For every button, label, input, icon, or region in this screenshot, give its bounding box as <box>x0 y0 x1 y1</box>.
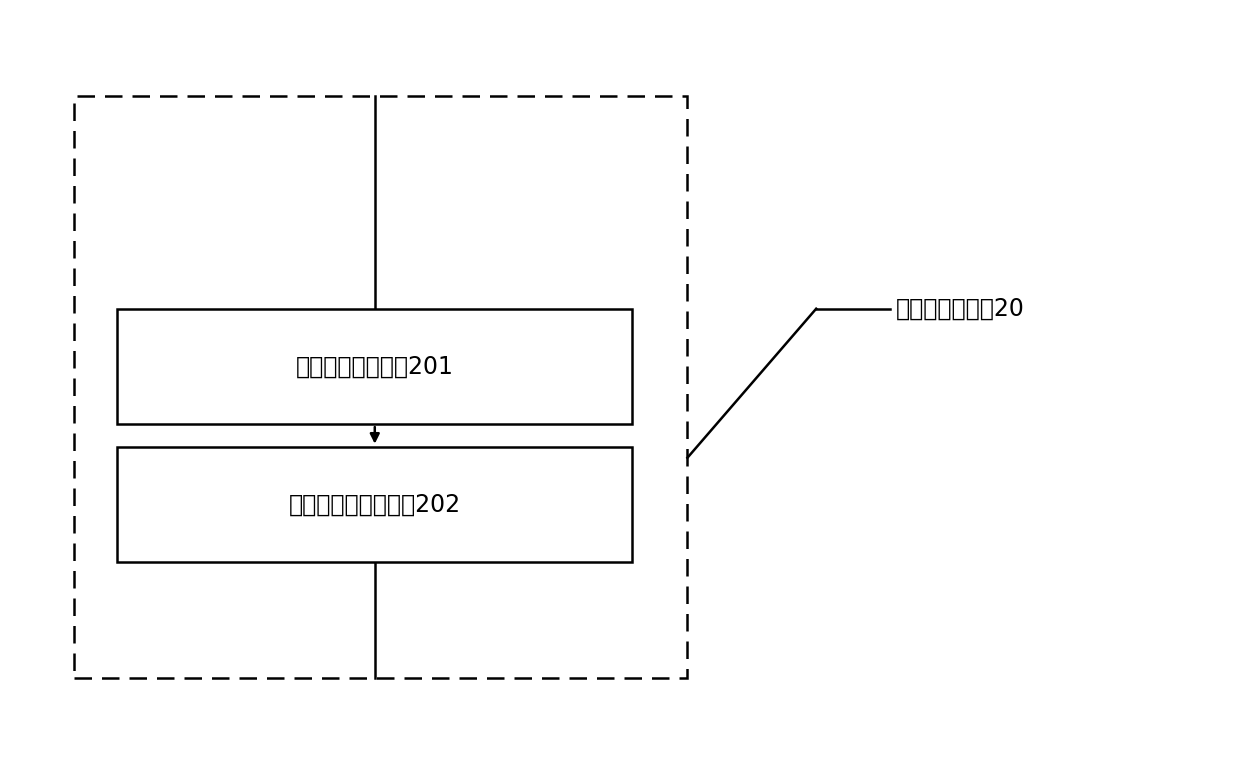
Bar <box>118 446 632 562</box>
Bar <box>74 96 687 678</box>
Bar <box>118 309 632 424</box>
Text: 核脉冲幅度分析单元202: 核脉冲幅度分析单元202 <box>289 493 461 516</box>
Text: 核脉冲处理模块20: 核脉冲处理模块20 <box>895 297 1024 321</box>
Text: 核脉冲预处理单元201: 核脉冲预处理单元201 <box>296 354 454 379</box>
